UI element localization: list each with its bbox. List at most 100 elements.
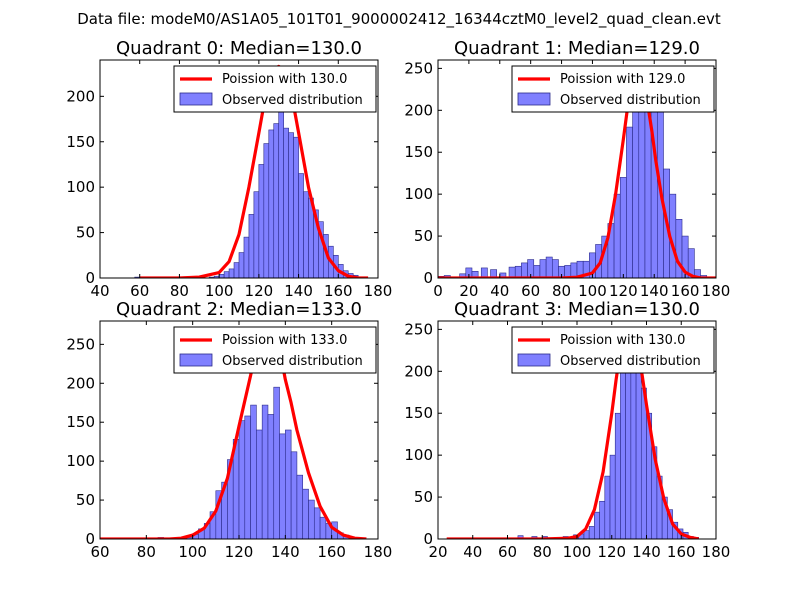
quadrant-0-hist-bar [288,132,294,278]
quadrant-1-xtick-label: 60 [521,282,540,300]
quadrant-3-hist-bar [517,535,524,539]
quadrant-2-panel: Quadrant 2: Median=133.0 60 80 100 120 140 160… [66,299,392,561]
quadrant-0-axes-frame [99,59,379,279]
quadrant-2-xtick-label: 120 [225,543,254,561]
quadrant-0-xtick-label: 60 [130,282,149,300]
quadrant-0-hist-bar [233,262,240,278]
quadrant-3-panel: Quadrant 3: Median=130.0 20 40 60 80 100 120 14… [404,299,730,561]
quadrant-1-xtick-label: 180 [702,282,731,300]
quadrant-1-xtick-label: 140 [640,282,669,300]
quadrant-0-ytick-label: 100 [66,178,95,196]
figure-suptitle: Data file: modeM0/AS1A05_101T01_90000024… [77,10,721,29]
quadrant-0-hist-bar [223,271,230,278]
quadrant-2-ytick-label: 150 [66,413,95,431]
quadrant-0-xtick-label: 80 [170,282,189,300]
quadrant-2-ytick-label: 0 [85,530,95,548]
quadrant-1-ytick-label: 150 [404,143,433,161]
quadrant-3-xtick-label: 120 [597,543,626,561]
quadrant-2-hist-bar [273,386,280,539]
quadrant-1-title: Quadrant 1: Median=129.0 [454,38,700,59]
quadrant-2-title: Quadrant 2: Median=133.0 [116,299,362,320]
quadrant-1-xtick-label: 20 [459,282,478,300]
quadrant-3-ytick-label: 250 [404,320,433,338]
quadrant-0-hist-bar [273,123,280,278]
quadrant-0-hist-bar [263,143,270,278]
quadrant-0-title: Quadrant 0: Median=130.0 [116,38,362,59]
quadrant-3-ytick-label: 200 [404,362,433,380]
quadrant-3-xtick-label: 100 [563,543,592,561]
quadrant-1-hist-bar [514,265,522,278]
quadrant-2-hist-bar [279,433,286,539]
quadrant-3-legend-observed-label: Observed distribution [560,354,701,369]
quadrant-2-legend-bar-swatch [179,353,213,367]
quadrant-3-xtick-label: 60 [498,543,517,561]
quadrant-2-legend-observed-label: Observed distribution [222,354,363,369]
quadrant-2-ytick-label: 250 [66,335,95,353]
quadrant-3-xtick-label: 160 [667,543,696,561]
quadrant-0-hist-bar [253,191,260,278]
quadrant-2-hist-bar [285,429,292,539]
quadrant-1-ytick-label: 250 [404,59,433,77]
quadrant-1-ytick-label: 200 [404,101,433,119]
quadrant-2-hist-bar [319,516,327,539]
quadrant-0-ytick-label: 0 [85,269,95,287]
quadrant-3-hist-bar [609,454,616,539]
quadrant-3-ytick-label: 150 [404,404,433,422]
quadrant-1-xtick-label: 100 [578,282,607,300]
quadrant-0-xtick-label: 100 [205,282,234,300]
quadrant-2-legend-poisson-label: Poission with 133.0 [222,333,347,348]
quadrant-2-ytick-label: 100 [66,452,95,470]
quadrant-0-xtick-label: 180 [364,282,393,300]
quadrant-0-marks [134,64,369,278]
quadrant-2-xtick-label: 100 [178,543,207,561]
quadrant-0-ytick-label: 150 [66,133,95,151]
quadrant-0-hist-bar [248,214,255,278]
quadrant-2-xtick-label: 60 [90,543,109,561]
quadrant-1-legend-bar-swatch [517,92,551,106]
quadrant-2-hist-bar [302,488,309,539]
quadrant-3-ytick-label: 100 [404,446,433,464]
quadrant-1-hist-bar [508,266,516,278]
quadrant-2-hist-bar [267,414,275,539]
quadrant-1-hist-bar [545,256,553,278]
quadrant-1-ytick-label: 100 [404,185,433,203]
quadrant-3-xtick-label: 20 [428,543,447,561]
quadrant-0-hist-bar [303,191,309,278]
quadrant-2-hist-bar [296,474,304,539]
quadrant-3-xtick-label: 80 [533,543,552,561]
quadrant-0-hist-bar [258,164,265,278]
quadrant-1-ytick-label: 50 [414,227,433,245]
quadrant-1-xtick-label: 40 [490,282,509,300]
quadrant-0-hist-bar [228,268,235,278]
quadrant-1-hist-bar [480,267,488,278]
quadrant-0-hist-bar [218,274,225,278]
quadrant-2-legend: Poission with 133.0 Observed distribution [173,326,377,374]
quadrant-1-hist-bar [626,126,633,278]
quadrant-1-xtick-label: 80 [552,282,571,300]
quadrant-3-legend-poisson-label: Poission with 130.0 [560,333,685,348]
quadrant-0-legend-poisson-label: Poission with 130.0 [222,72,347,87]
quadrant-1-axes-frame [437,59,717,279]
quadrant-2-xtick-label: 80 [137,543,156,561]
quadrant-0-hist-bar [243,236,250,278]
quadrant-2-ytick-label: 200 [66,374,95,392]
quadrant-3-xtick-label: 180 [702,543,731,561]
quadrant-0-ytick-label: 200 [66,87,95,105]
quadrant-0-hist-bar [293,136,299,278]
quadrant-3-xtick-label: 140 [632,543,661,561]
quadrant-3-xtick-label: 40 [463,543,482,561]
quadrant-1-xtick-label: 120 [609,282,638,300]
panels-container: Quadrant 0: Median=130.040 60 80 100 120 140 1… [66,38,730,561]
quadrant-1-hist-bar [694,269,701,278]
quadrant-2-hist-bar [290,451,298,539]
quadrant-2-hist-bar [238,420,246,539]
quadrant-3-hist-bar [604,475,611,539]
quadrant-2-hist-bar [250,404,257,539]
quadrant-1-hist-bar [521,262,528,278]
quadrant-1-legend: Poission with 129.0 Observed distribution [511,65,715,113]
quadrant-3-ytick-label: 50 [414,488,433,506]
quadrant-1-ytick-label: 0 [423,269,433,287]
quadrant-1-hist-bar [539,259,547,278]
quadrant-2-hist-bar [261,404,269,539]
